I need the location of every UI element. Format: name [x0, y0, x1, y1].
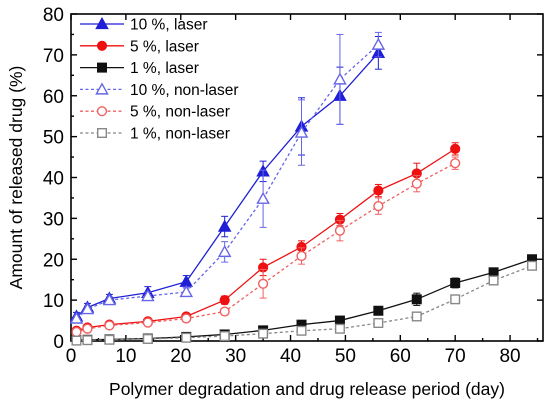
data-point: [141, 288, 155, 302]
series-line: [76, 52, 379, 317]
legend-marker: [96, 127, 107, 138]
x-tick-label: 0: [66, 346, 77, 367]
y-axis-title: Amount of released drug (%): [6, 66, 26, 290]
data-point: [181, 332, 192, 343]
data-point: [179, 274, 194, 287]
data-point: [102, 293, 117, 306]
data-point: [333, 72, 347, 85]
data-point: [71, 326, 82, 338]
data-point: [334, 225, 346, 236]
data-point: [296, 250, 307, 262]
data-point: [373, 305, 384, 316]
data-point: [82, 323, 93, 334]
data-point: [258, 328, 269, 339]
data-point: [334, 315, 345, 326]
x-tick-label: 70: [445, 346, 466, 367]
legend-label: 1 %, non-laser: [130, 126, 230, 143]
data-point: [488, 267, 499, 278]
data-point: [411, 178, 422, 189]
legend-item-10-non-laser: 10 %, non-laser: [80, 82, 239, 99]
x-tick-label: 80: [499, 346, 520, 367]
y-tick-label: 80: [43, 5, 64, 26]
legend-item-5-non-laser: 5 %, non-laser: [80, 104, 230, 121]
data-point: [450, 294, 461, 305]
data-point: [488, 275, 499, 286]
series-line: [76, 162, 456, 333]
y-tick-label: 0: [53, 332, 64, 353]
data-point: [373, 318, 384, 329]
data-point: [179, 284, 194, 298]
y-tick-label: 10: [43, 291, 64, 312]
series-1-non-laser: [71, 260, 538, 346]
x-tick-label: 40: [280, 346, 301, 367]
x-tick-label: 50: [335, 346, 356, 367]
data-point: [373, 185, 384, 196]
data-point: [256, 191, 270, 204]
data-point: [450, 158, 461, 169]
x-tick-label: 60: [390, 346, 411, 367]
y-tick-label: 30: [43, 209, 64, 230]
data-point: [69, 311, 84, 324]
data-point: [82, 335, 93, 346]
data-point: [142, 317, 153, 328]
data-point: [371, 37, 386, 50]
x-tick-label: 20: [170, 346, 191, 367]
data-point: [217, 219, 232, 232]
data-point: [142, 333, 153, 344]
legend-marker: [95, 82, 109, 95]
series-10-non-laser: [69, 31, 386, 324]
x-tick-label: 10: [115, 346, 136, 367]
data-point: [411, 311, 422, 322]
legend-marker: [96, 106, 108, 117]
data-point: [80, 302, 95, 315]
legend-marker: [96, 40, 108, 51]
data-point: [373, 201, 384, 212]
axes: 0 10 20 30 40 50 60 70 80 0 10 20 30 40 50 60 70 80: [43, 5, 544, 367]
data-point: [219, 306, 230, 317]
data-point: [411, 294, 422, 305]
legend-label: 5 %, non-laser: [130, 104, 230, 121]
y-tick-label: 40: [43, 169, 64, 190]
y-tick-label: 50: [43, 128, 64, 149]
x-tick-label: 30: [225, 346, 246, 367]
data-point: [217, 244, 232, 258]
series-5-non-laser: [71, 156, 461, 338]
data-point: [181, 313, 192, 324]
data-point: [71, 335, 82, 346]
series-line: [76, 265, 533, 342]
data-point: [219, 331, 230, 342]
y-tick-label: 70: [43, 46, 64, 67]
x-axis-title: Polymer degradation and drug release per…: [109, 379, 505, 399]
plot-series: [69, 31, 538, 346]
data-point: [104, 334, 115, 345]
data-point: [527, 260, 538, 271]
legend-item-5-laser: 5 %, laser: [80, 38, 199, 55]
data-point: [450, 277, 461, 288]
legend-item-1-non-laser: 1 %, non-laser: [80, 126, 230, 143]
data-point: [450, 143, 461, 154]
data-point: [257, 278, 269, 289]
data-point: [104, 320, 115, 331]
series-line: [76, 44, 379, 320]
data-point: [219, 295, 230, 306]
legend-marker: [96, 62, 107, 73]
legend-label: 1 %, laser: [130, 60, 199, 77]
legend-marker: [95, 16, 109, 30]
legend-item-10-laser: 10 %, laser: [80, 17, 208, 34]
legend-label: 5 %, laser: [130, 38, 199, 55]
data-point: [334, 323, 345, 334]
y-tick-label: 60: [43, 87, 64, 108]
legend-label: 10 %, non-laser: [130, 82, 239, 99]
y-tick-label: 20: [43, 250, 64, 271]
data-point: [296, 325, 307, 336]
legend-item-1-laser: 1 %, laser: [80, 60, 199, 77]
legend: 10 %, laser 5 %, laser 1 %, laser 10 %, non…: [80, 17, 239, 143]
legend-label: 10 %, laser: [130, 17, 208, 34]
data-point: [294, 125, 309, 138]
